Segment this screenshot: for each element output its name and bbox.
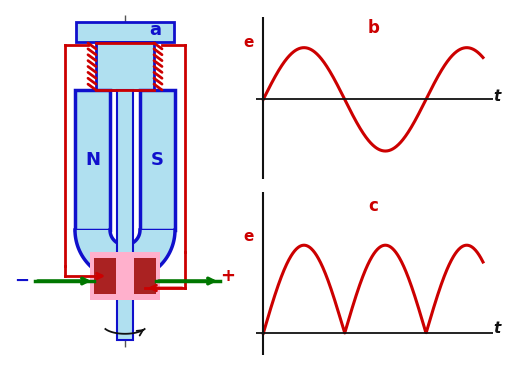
Text: N: N: [85, 151, 100, 169]
Bar: [140, 90, 175, 230]
Polygon shape: [75, 230, 175, 280]
Text: t: t: [493, 321, 500, 336]
Bar: [90, 252, 160, 300]
Text: c: c: [368, 197, 377, 215]
Text: a: a: [148, 21, 161, 39]
Bar: [96, 42, 154, 90]
Text: S: S: [150, 151, 164, 169]
Bar: [117, 90, 133, 340]
Bar: [134, 258, 156, 294]
Text: t: t: [493, 89, 500, 104]
Text: +: +: [220, 267, 235, 285]
Text: b: b: [367, 19, 378, 37]
Bar: [76, 22, 174, 42]
Bar: [94, 258, 116, 294]
Text: e: e: [243, 35, 254, 50]
Text: −: −: [15, 272, 29, 290]
Text: e: e: [243, 229, 254, 244]
Bar: [75, 90, 110, 230]
